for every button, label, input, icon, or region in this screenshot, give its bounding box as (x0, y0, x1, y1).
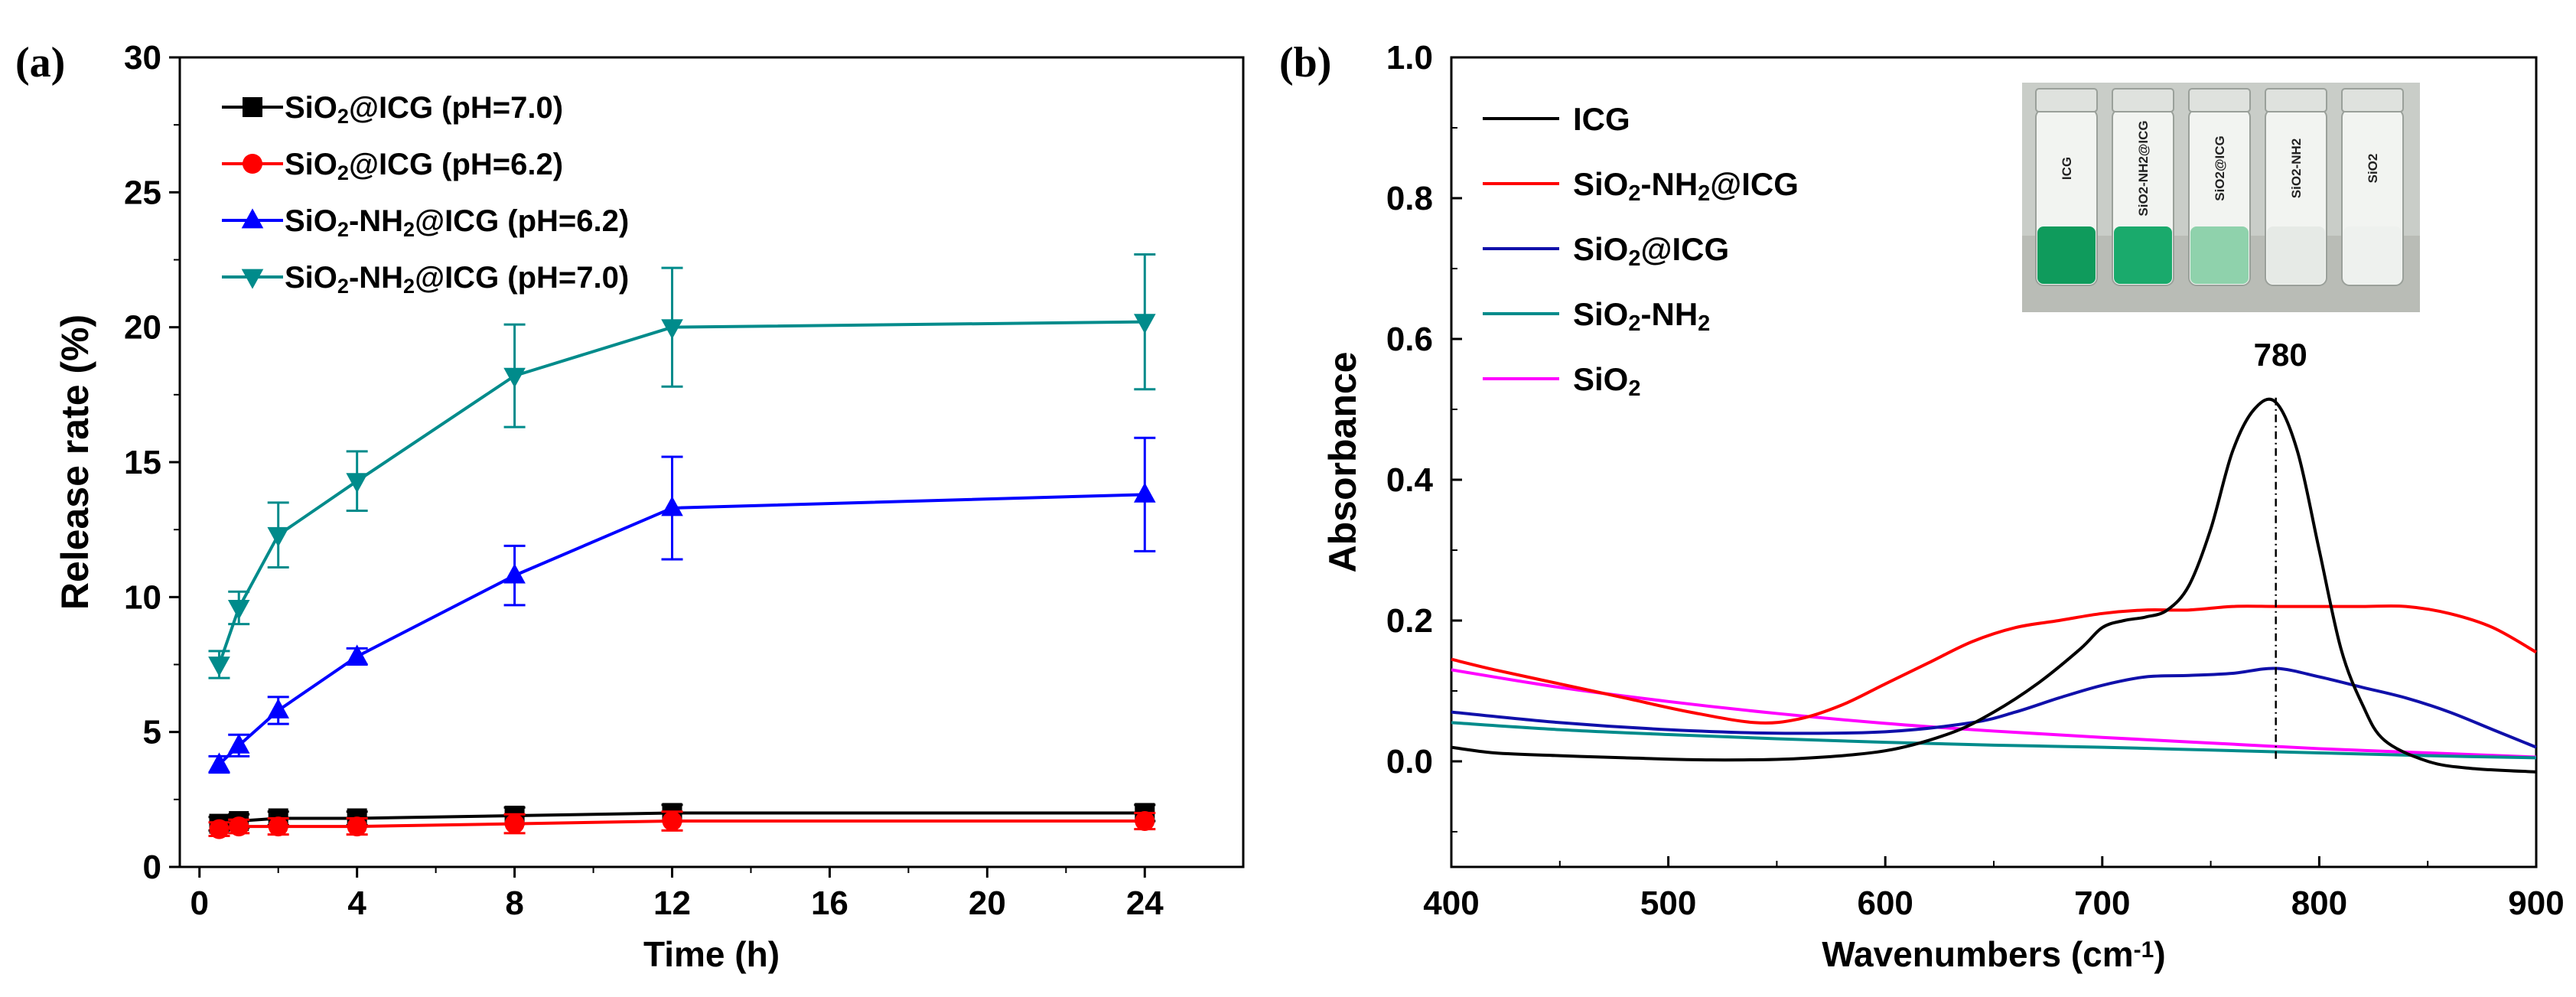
chart-a-point (1133, 314, 1156, 334)
chart-a-legend-marker (241, 208, 264, 229)
chart-a-legend-marker (241, 269, 264, 289)
chart-a-point (209, 819, 230, 839)
chart-b-legend-label: SiO2@ICG (1573, 231, 1729, 271)
chart-b-ytick-label: 0.0 (1386, 743, 1433, 780)
chart-a-point (504, 813, 525, 834)
chart-a-point (503, 367, 526, 388)
chart-b-xtick-label: 800 (2291, 885, 2347, 922)
chart-a-ytick-label: 0 (143, 849, 161, 886)
chart-b-series-2 (1451, 666, 2537, 749)
vial-liquid (2037, 226, 2096, 284)
chart-b-ylabel: Absorbance (1321, 352, 1364, 573)
vial-cap (2265, 88, 2327, 112)
chart-a-legend-marker (243, 154, 262, 174)
chart-a-point (267, 698, 290, 718)
vial-cap (2035, 88, 2098, 112)
chart-a-ytick-label: 10 (124, 578, 161, 616)
chart-a-point (227, 733, 250, 754)
vial-label: SiO2 (2366, 154, 2380, 184)
chart-a-point (347, 816, 367, 837)
chart-a-legend-label: SiO2@ICG (pH=7.0) (285, 91, 563, 128)
vial-liquid (2190, 226, 2249, 284)
chart-a-point (503, 563, 526, 584)
chart-a-point (346, 644, 368, 665)
chart-b-xlabel: Wavenumbers (cm-1) (1822, 934, 2165, 974)
chart-a-ytick-label: 20 (124, 309, 161, 347)
chart-a-point (208, 657, 230, 677)
chart-a-legend-label: SiO2-NH2@ICG (pH=7.0) (285, 261, 629, 298)
chart-b: 400 500 600 700 800 900 0.0 0.2 0.4 0.6 0.8 1.0 Abso… (1279, 39, 2565, 922)
chart-b-legend-label: SiO2-NH2@ICG (1573, 166, 1799, 206)
chart-a-legend-label: SiO2-NH2@ICG (pH=6.2) (285, 204, 629, 241)
chart-a-xtick-label: 20 (969, 885, 1006, 922)
chart-b-panel-letter: (b) (1279, 39, 1331, 86)
chart-a-xtick-label: 0 (190, 885, 208, 922)
chart-b-series-3 (1451, 721, 2537, 760)
chart-b-legend-label: SiO2 (1573, 361, 1641, 401)
chart-b-legend: ICG SiO2-NH2@ICG SiO2@ICG SiO2-NH2 SiO2 (1483, 101, 1799, 401)
vial-liquid (2343, 226, 2402, 284)
chart-a-series-1 (208, 810, 1156, 839)
chart-a-ytick-label: 15 (124, 444, 161, 481)
chart-a-xtick-label: 8 (505, 885, 523, 922)
chart-a-ytick-label: 5 (143, 714, 161, 751)
chart-b-ytick-label: 0.8 (1386, 180, 1433, 217)
chart-a-point (662, 811, 682, 832)
chart-b-legend-label: ICG (1573, 101, 1630, 137)
vial-cap (2112, 88, 2174, 112)
vial-label: SiO2-NH2 (2289, 138, 2304, 198)
chart-a-point (661, 319, 683, 340)
vials-photo: ICG SiO2-NH2@ICG SiO2@ICG SiO2-NH2 SiO2 (2022, 83, 2420, 312)
chart-b-ytick-label: 0.6 (1386, 321, 1433, 358)
chart-b-series-0 (1451, 397, 2537, 774)
chart-a-ytick-label: 30 (124, 39, 161, 77)
chart-a: 0 4 8 12 16 20 24 0 5 10 15 20 25 30 Time (h) Release r… (15, 39, 1245, 974)
chart-a-xtick-label: 24 (1126, 885, 1164, 922)
chart-a-xlabel: Time (h) (643, 934, 780, 974)
vial-liquid (2114, 226, 2172, 284)
chart-a-series-line (218, 493, 1145, 766)
vial-cap (2341, 88, 2404, 112)
chart-a-series-3 (208, 253, 1156, 679)
chart-a-xtick-label: 4 (347, 885, 366, 922)
chart-a-legend: SiO2@ICG (pH=7.0) SiO2@ICG (pH=6.2) SiO2-N… (222, 91, 629, 298)
chart-a-ylabel: Release rate (%) (54, 314, 96, 610)
vial-label: SiO2@ICG (2213, 135, 2227, 201)
chart-a-xtick-label: 12 (653, 885, 691, 922)
chart-a-point (1135, 811, 1155, 832)
chart-a-point (208, 752, 230, 773)
chart-b-ytick-label: 0.2 (1386, 602, 1433, 640)
vial-label: ICG (2060, 157, 2074, 180)
chart-a-point (267, 526, 290, 547)
chart-b-xtick-label: 400 (1423, 885, 1479, 922)
chart-b-ytick-label: 0.4 (1386, 461, 1434, 499)
chart-b-xtick-label: 900 (2508, 885, 2564, 922)
chart-a-series-2 (208, 436, 1156, 774)
chart-a-point (1133, 482, 1156, 503)
chart-a-point (268, 816, 288, 837)
vial-cap (2188, 88, 2251, 112)
chart-b-series-1 (1451, 604, 2537, 725)
chart-b-xtick-label: 600 (1857, 885, 1913, 922)
chart-a-ytick-label: 25 (124, 174, 161, 211)
chart-a-point (227, 600, 250, 621)
chart-a-panel-letter: (a) (15, 39, 65, 86)
chart-b-ytick-label: 1.0 (1386, 39, 1433, 77)
chart-b-xtick-label: 700 (2074, 885, 2130, 922)
chart-b-series-4 (1451, 668, 2537, 759)
vial-liquid (2267, 226, 2325, 284)
chart-b-legend-label: SiO2-NH2 (1573, 296, 1710, 336)
chart-b-xtick-label: 500 (1640, 885, 1696, 922)
chart-a-point (229, 816, 249, 837)
chart-a-xtick-label: 16 (811, 885, 848, 922)
chart-a-point (346, 473, 368, 494)
vial-label: SiO2-NH2@ICG (2136, 120, 2151, 216)
chart-b-peak-label: 780 (2254, 337, 2307, 373)
chart-a-point (661, 496, 683, 516)
chart-a-legend-marker (243, 97, 262, 117)
chart-a-legend-label: SiO2@ICG (pH=6.2) (285, 148, 563, 184)
